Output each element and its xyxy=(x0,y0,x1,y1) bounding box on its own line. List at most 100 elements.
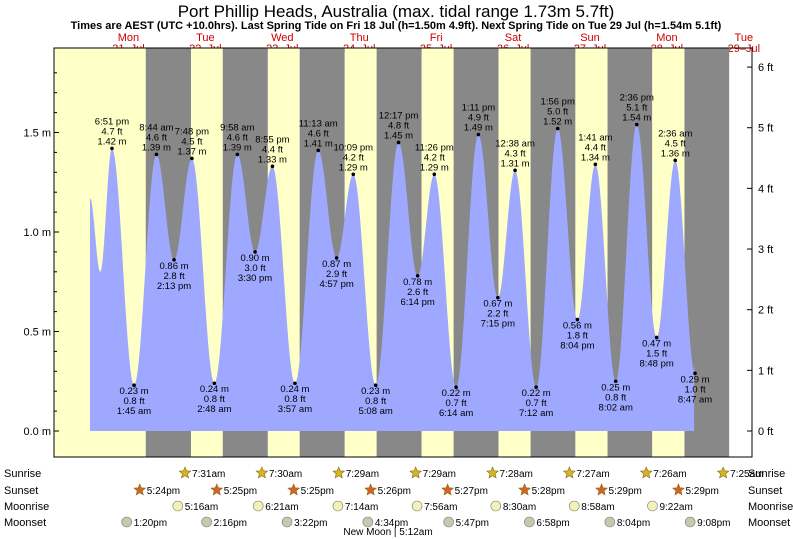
tide-label: 0.24 m xyxy=(280,384,309,395)
tide-dot xyxy=(613,379,618,384)
tide-dot xyxy=(575,317,580,322)
tide-label: 1.36 m xyxy=(661,148,690,159)
tide-label: 0.47 m xyxy=(642,338,671,349)
moonrise-time: 6:21am xyxy=(265,502,298,513)
sunset-icon xyxy=(518,483,532,496)
tide-dot xyxy=(432,172,437,177)
y-tick-label-m: 1.0 m xyxy=(23,227,51,239)
sunrise-icon xyxy=(562,466,576,479)
tide-label: 0.8 ft xyxy=(605,392,626,403)
sunrise-icon xyxy=(178,466,192,479)
moonrise-icon xyxy=(252,500,264,512)
high-tide-point: 1:56 pm5.0 ft1.52 m xyxy=(541,97,575,131)
moonrise-icon xyxy=(490,500,502,512)
day-of-week: Thu xyxy=(350,32,369,44)
tide-label: 4.2 ft xyxy=(343,152,364,163)
sunrise-icon xyxy=(639,466,653,479)
tide-area xyxy=(90,124,696,431)
moonset-time: 5:47pm xyxy=(456,518,489,529)
sunset-time: 5:28pm xyxy=(532,486,565,497)
moonrise-icon xyxy=(332,500,344,512)
moonrise-icon xyxy=(411,500,423,512)
tide-dot xyxy=(534,385,538,390)
tide-label: 6:14 am xyxy=(439,408,473,419)
tide-label: 8:44 am xyxy=(139,122,173,133)
high-tide-point: 11:26 pm4.2 ft1.29 m xyxy=(415,142,454,177)
tide-label: 0.25 m xyxy=(601,382,630,393)
moonset-icon xyxy=(684,516,696,528)
row-label-left: Moonrise xyxy=(4,501,49,513)
tide-label: 0.23 m xyxy=(120,386,149,397)
row-label-right: Moonset xyxy=(748,517,790,529)
moonset-time: 9:08pm xyxy=(697,518,730,529)
low-tide-point: 0.56 m1.8 ft8:04 pm xyxy=(560,317,595,352)
tide-label: 12:17 pm xyxy=(379,110,419,121)
low-tide-point: 0.29 m1.0 ft8:47 am xyxy=(678,371,712,405)
tide-label: 0.8 ft xyxy=(284,394,305,405)
tide-label: 2.6 ft xyxy=(407,287,428,298)
tide-label: 11:13 am xyxy=(299,118,338,129)
tide-label: 1:41 am xyxy=(578,132,612,143)
tide-label: 5.1 ft xyxy=(626,103,647,114)
tide-label: 0.78 m xyxy=(403,277,432,288)
tide-dot xyxy=(654,335,659,340)
sunrise-icon xyxy=(409,466,423,479)
row-label-left: Sunset xyxy=(4,485,38,497)
moonrise-time: 5:16am xyxy=(185,502,218,513)
day-of-week: Sat xyxy=(505,32,522,44)
sunset-icon xyxy=(133,483,147,496)
moonset-time: 4:34pm xyxy=(375,518,408,529)
moonrise-icon xyxy=(568,500,580,512)
tide-label: 1.54 m xyxy=(622,113,651,124)
tide-dot xyxy=(235,152,240,157)
tide-dot xyxy=(373,383,378,388)
low-tide-point: 0.22 m0.7 ft7:12 am xyxy=(519,385,553,419)
chart-title: Port Phillip Heads, Australia (max. tida… xyxy=(178,2,615,21)
moonrise-time: 8:58am xyxy=(581,502,614,513)
high-tide-point: 9:58 am4.6 ft1.39 m xyxy=(220,122,255,157)
sunrise-time: 7:30am xyxy=(269,469,302,480)
tide-label: 8:47 am xyxy=(678,394,712,405)
tide-label: 1.52 m xyxy=(543,117,572,128)
moon-phase-note: New Moon | 5:12am xyxy=(343,527,432,538)
tide-dot xyxy=(513,168,517,173)
sunset-time: 5:27pm xyxy=(455,486,488,497)
sunrise-time: 7:27am xyxy=(576,469,609,480)
low-tide-point: 0.22 m0.7 ft6:14 am xyxy=(439,385,473,419)
tide-dot xyxy=(673,158,678,163)
low-tide-point: 0.24 m0.8 ft2:48 am xyxy=(197,381,232,415)
tide-label: 1.0 ft xyxy=(684,384,705,395)
tide-label: 1.45 m xyxy=(384,130,413,141)
tide-label: 5.0 ft xyxy=(547,107,568,118)
tide-label: 4.4 ft xyxy=(262,144,283,155)
day-date: 29–Jul xyxy=(728,43,760,55)
moonset-icon xyxy=(443,516,454,528)
moonset-time: 8:04pm xyxy=(617,518,650,529)
y-tick-label-ft: 6 ft xyxy=(758,62,773,74)
tide-dot xyxy=(396,140,401,145)
y-tick-label-ft: 4 ft xyxy=(758,183,773,195)
low-tide-point: 0.90 m3.0 ft3:30 pm xyxy=(238,250,272,284)
sunset-time: 5:25pm xyxy=(224,486,257,497)
tide-label: 1.33 m xyxy=(258,154,287,165)
y-tick-label-ft: 0 ft xyxy=(758,426,773,438)
tide-label: 4.6 ft xyxy=(146,132,167,143)
tide-label: 1.39 m xyxy=(223,142,252,153)
high-tide-point: 8:55 pm4.4 ft1.33 m xyxy=(255,134,290,169)
tide-label: 2:48 am xyxy=(197,404,231,415)
tide-label: 4.5 ft xyxy=(181,136,202,147)
tide-label: 4:57 pm xyxy=(319,279,353,290)
tide-label: 8:02 am xyxy=(599,402,633,413)
tide-label: 2:36 pm xyxy=(620,93,654,104)
tide-label: 7:12 am xyxy=(519,408,553,419)
low-tide-point: 0.25 m0.8 ft8:02 am xyxy=(599,379,633,413)
plot-area: 6:51 pm4.7 ft1.42 m0.23 m0.8 ft1:45 am8:… xyxy=(54,48,730,457)
tide-label: 3:30 pm xyxy=(238,273,272,284)
row-label-left: Moonset xyxy=(4,517,46,529)
sunrise-time: 7:26am xyxy=(653,469,686,480)
row-label-right: Sunrise xyxy=(748,468,785,480)
low-tide-point: 0.86 m2.8 ft2:13 pm xyxy=(157,258,191,292)
low-tide-point: 0.67 m2.2 ft7:15 pm xyxy=(481,295,515,330)
sunrise-icon xyxy=(255,466,269,479)
moonset-time: 6:58pm xyxy=(536,518,569,529)
